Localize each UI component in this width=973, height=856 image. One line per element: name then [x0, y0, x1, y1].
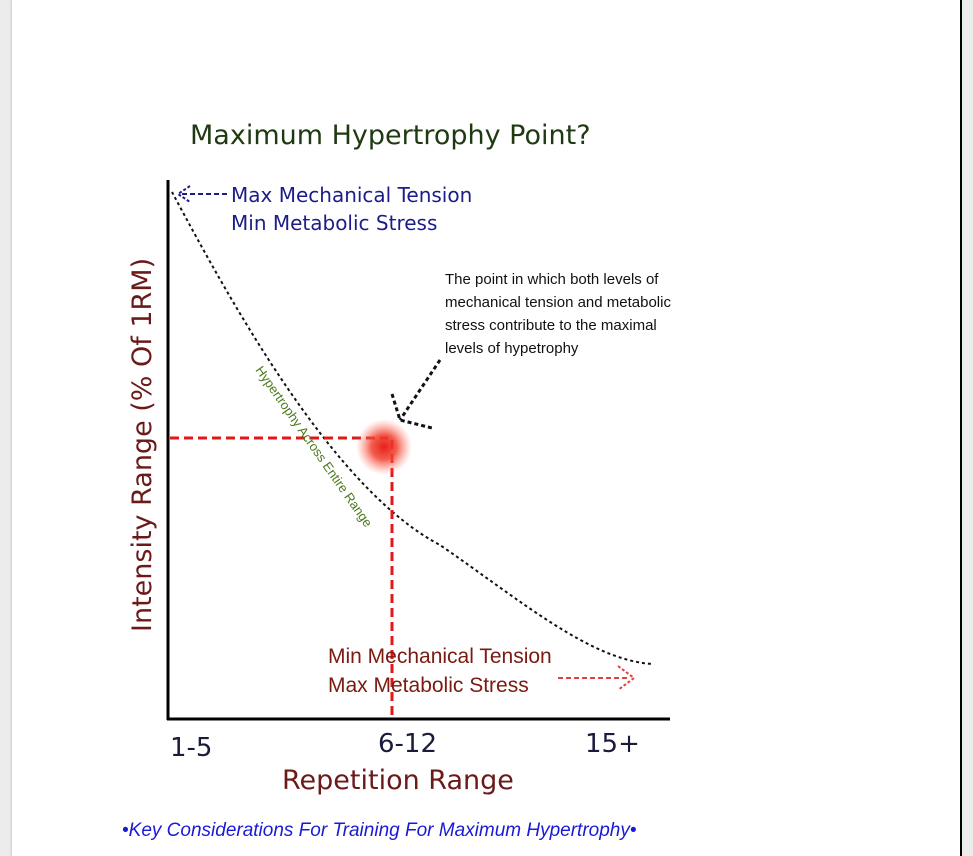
- y-axis-label: Intensity Range (% Of 1RM): [127, 258, 158, 632]
- x-axis-label: Repetition Range: [282, 765, 514, 796]
- diagram-title: Maximum Hypertrophy Point?: [190, 120, 591, 151]
- maximum-point-marker: [356, 419, 412, 475]
- x-tick-label: 15+: [585, 729, 640, 759]
- bottom-label-line1: Min Mechanical Tension: [328, 645, 552, 668]
- bottom-arrow-head: [617, 665, 636, 691]
- hypertrophy-curve: [171, 191, 653, 665]
- page-edge: [960, 0, 962, 856]
- note-line1: The point in which both levels of: [445, 271, 659, 288]
- top-label-line1: Max Mechanical Tension: [231, 183, 472, 207]
- note-arrow-head: [390, 393, 433, 430]
- x-tick-label: 1-5: [170, 733, 212, 763]
- x-tick-label: 6-12: [378, 729, 437, 759]
- note-arrow: [398, 359, 442, 421]
- top-label-line2: Min Metabolic Stress: [231, 211, 437, 235]
- bottom-label-line2: Max Metabolic Stress: [328, 674, 529, 697]
- note-line2: mechanical tension and metabolic: [445, 294, 671, 311]
- document-page: [12, 0, 960, 856]
- figure-caption: •Key Considerations For Training For Max…: [122, 820, 637, 841]
- note-line3: stress contribute to the maximal: [445, 317, 657, 334]
- note-line4: levels of hypetrophy: [445, 340, 579, 357]
